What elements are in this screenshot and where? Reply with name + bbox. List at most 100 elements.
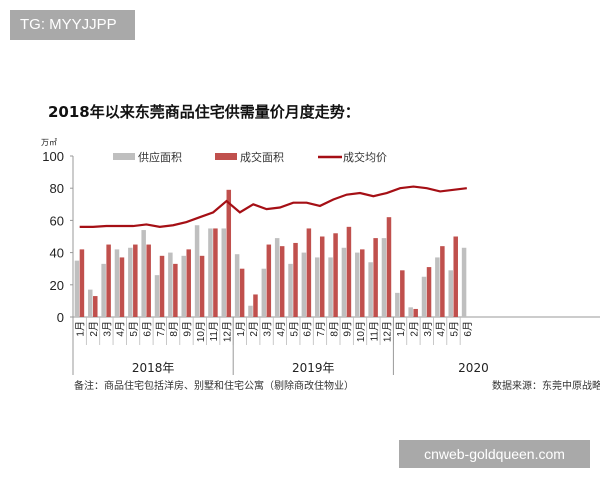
watermark-badge-bottom: cnweb-goldqueen.com <box>399 440 590 468</box>
bar-sales <box>239 268 245 317</box>
x-tick-label: 2月 <box>408 321 420 337</box>
bar-supply <box>261 268 267 317</box>
y-tick-label: 60 <box>50 213 64 228</box>
x-tick-label: 12月 <box>222 321 234 342</box>
bar-supply <box>221 228 227 317</box>
x-tick-label: 1月 <box>235 321 247 337</box>
x-tick-label: 10月 <box>355 321 367 342</box>
bar-sales <box>373 238 378 317</box>
bar-supply <box>301 252 307 317</box>
x-tick-label: 1月 <box>75 321 87 337</box>
bar-sales <box>266 244 272 317</box>
bar-sales <box>226 189 232 317</box>
bar-sales <box>159 255 165 317</box>
x-tick-label: 3月 <box>262 321 274 337</box>
bar-supply <box>368 262 373 317</box>
x-tick-label: 11月 <box>208 321 220 341</box>
bar-sales <box>213 228 218 317</box>
bar-supply <box>101 263 106 317</box>
x-tick-label: 7月 <box>155 321 167 337</box>
bar-sales <box>199 255 205 317</box>
bar-sales <box>440 246 445 317</box>
y-tick-label: 20 <box>50 278 64 293</box>
y-tick-label: 80 <box>50 181 64 196</box>
x-tick-label: 8月 <box>328 321 340 337</box>
x-tick-label: 6月 <box>302 321 314 337</box>
year-label: 2020 <box>458 361 489 375</box>
watermark-badge-top: TG: MYYJJPP <box>10 10 135 40</box>
bar-supply <box>168 252 173 317</box>
bar-supply <box>128 247 133 317</box>
x-tick-label: 5月 <box>288 321 300 337</box>
bar-supply <box>314 257 320 317</box>
data-source: 数据来源：东莞中原战略 <box>492 381 600 392</box>
y-tick-label: 40 <box>50 246 64 261</box>
x-tick-label: 11月 <box>368 321 380 341</box>
x-tick-label: 12月 <box>382 321 394 342</box>
x-tick-label: 9月 <box>181 321 193 337</box>
bar-sales <box>453 236 458 317</box>
bar-supply <box>328 257 333 317</box>
y-tick-label: 0 <box>57 310 64 325</box>
bar-sales <box>133 244 138 317</box>
x-tick-label: 4月 <box>435 321 447 337</box>
bar-sales <box>426 267 432 317</box>
bar-supply <box>248 305 253 317</box>
bar-supply <box>421 276 427 317</box>
bar-sales <box>333 233 338 317</box>
x-tick-label: 3月 <box>422 321 434 337</box>
bar-supply <box>288 263 293 317</box>
bar-sales <box>360 249 365 317</box>
x-tick-label: 5月 <box>448 321 460 337</box>
bar-supply <box>234 254 240 317</box>
price-line <box>79 185 467 228</box>
year-label: 2019年 <box>292 361 335 375</box>
bar-sales <box>319 236 325 317</box>
x-tick-label: 2月 <box>248 321 260 337</box>
bar-sales <box>173 263 178 317</box>
legend-price: 成交均价 <box>343 150 387 164</box>
bar-supply <box>74 260 80 317</box>
x-tick-label: 5月 <box>128 321 140 337</box>
x-tick-label: 8月 <box>168 321 180 337</box>
bar-sales <box>119 257 125 317</box>
bar-supply <box>448 270 453 317</box>
x-tick-label: 2月 <box>88 321 100 337</box>
bar-supply <box>194 225 200 317</box>
bar-sales <box>306 228 312 317</box>
bar-supply <box>381 238 387 317</box>
bar-sales <box>386 217 392 317</box>
x-tick-label: 4月 <box>115 321 127 337</box>
bar-supply <box>154 275 160 317</box>
x-tick-label: 1月 <box>395 321 407 337</box>
bar-sales <box>79 249 85 317</box>
x-tick-label: 3月 <box>101 321 113 337</box>
y-unit-label: 万㎡ <box>41 138 57 147</box>
bar-sales <box>346 226 352 317</box>
bar-sales <box>106 244 111 317</box>
bar-supply <box>114 249 120 317</box>
chart-title: 2018年以来东莞商品住宅供需量价月度走势： <box>48 103 360 121</box>
bar-sales <box>413 308 418 317</box>
footnote: 备注：商品住宅包括洋房、别墅和住宅公寓（剔除商改住物业） <box>74 381 354 392</box>
bar-supply <box>141 230 146 317</box>
legend-supply: 供应面积 <box>138 150 182 164</box>
x-tick-label: 6月 <box>462 321 474 337</box>
bar-sales <box>253 294 258 317</box>
x-tick-label: 10月 <box>195 321 207 342</box>
bar-sales <box>186 249 191 317</box>
bar-supply <box>181 255 186 317</box>
bar-supply <box>355 252 360 317</box>
bar-supply <box>88 289 93 317</box>
bar-sales <box>93 296 98 317</box>
x-tick-label: 6月 <box>141 321 153 337</box>
x-tick-label: 9月 <box>342 321 354 337</box>
x-tick-label: 7月 <box>315 321 327 337</box>
bar-supply <box>435 257 440 317</box>
x-tick-label: 4月 <box>275 321 287 337</box>
bar-supply <box>395 292 400 317</box>
year-label: 2018年 <box>132 361 175 375</box>
bar-sales <box>146 244 151 317</box>
bar-supply <box>461 247 467 317</box>
